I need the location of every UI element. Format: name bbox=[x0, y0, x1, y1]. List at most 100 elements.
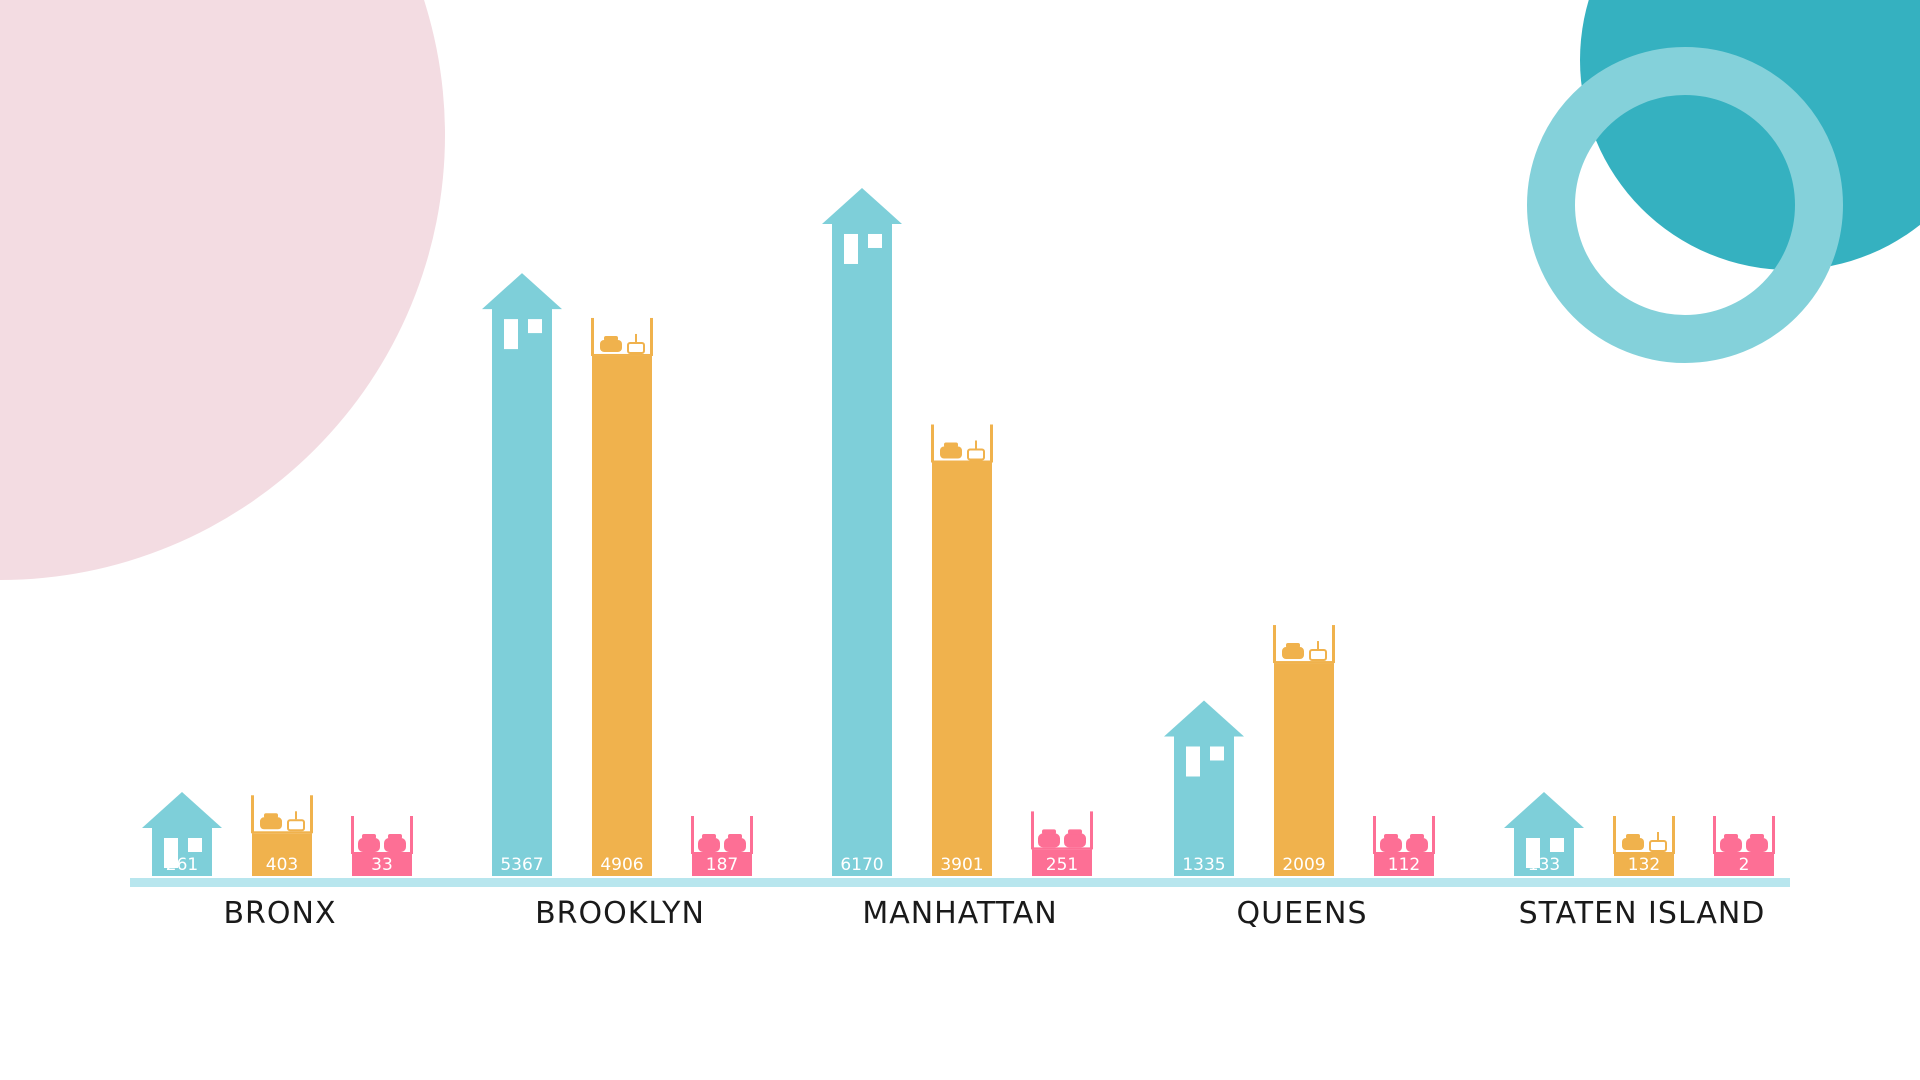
bar bbox=[1374, 854, 1434, 876]
bed-post bbox=[750, 816, 753, 854]
value-label: 2009 bbox=[1282, 855, 1325, 875]
bar-group: 5367 bbox=[482, 273, 562, 876]
category-label: MANHATTAN bbox=[862, 896, 1057, 931]
bar bbox=[1614, 854, 1674, 876]
bed-rail bbox=[692, 852, 752, 854]
window-icon bbox=[844, 233, 858, 264]
nightstand-icon bbox=[627, 341, 645, 354]
window-icon bbox=[504, 319, 518, 350]
pillow-icon bbox=[1410, 834, 1424, 839]
value-label: 2 bbox=[1739, 855, 1750, 875]
value-label: 187 bbox=[706, 855, 738, 875]
bars-layer: 261 403 33 5367 4906 187 6170 3901 251 1335 2009 11… bbox=[142, 187, 1775, 877]
bed-rail bbox=[252, 831, 312, 834]
pillow-icon bbox=[388, 834, 402, 839]
baseline bbox=[130, 878, 1790, 887]
pillow-icon bbox=[702, 834, 716, 839]
pillow-icon bbox=[1720, 838, 1742, 852]
bed-post bbox=[1332, 625, 1335, 664]
pillow-icon bbox=[260, 817, 282, 830]
lamp-icon bbox=[975, 440, 977, 449]
bar-group: 261 bbox=[142, 792, 222, 876]
category-label: QUEENS bbox=[1237, 896, 1368, 931]
bed-post bbox=[1672, 816, 1675, 854]
house-icon bbox=[822, 187, 902, 224]
bar bbox=[1032, 849, 1092, 876]
window-icon bbox=[1526, 838, 1540, 868]
bed-post bbox=[691, 816, 694, 854]
bar-group: 2 bbox=[1713, 816, 1775, 876]
bed-post bbox=[650, 317, 653, 356]
pillow-icon bbox=[264, 813, 278, 819]
pillow-icon bbox=[1042, 829, 1056, 835]
bed-post bbox=[1373, 816, 1376, 854]
pillow-icon bbox=[1038, 833, 1060, 848]
category-label: BROOKLYN bbox=[535, 896, 705, 931]
window-icon bbox=[868, 233, 882, 248]
bed-rail bbox=[352, 852, 412, 854]
window-icon bbox=[164, 838, 178, 868]
bed-post bbox=[990, 424, 993, 463]
pillow-icon bbox=[604, 335, 618, 341]
bar-group: 1335 bbox=[1164, 700, 1244, 876]
bar-group: 2009 bbox=[1273, 625, 1335, 876]
decorations bbox=[0, 0, 1920, 580]
pillow-icon bbox=[384, 838, 406, 852]
bar bbox=[832, 221, 892, 877]
bar-group: 3901 bbox=[931, 424, 993, 876]
bar bbox=[252, 833, 312, 876]
teal-decor-ring bbox=[1527, 47, 1843, 363]
nightstand-icon bbox=[287, 819, 305, 832]
pillow-icon bbox=[1406, 838, 1428, 852]
bar-group: 6170 bbox=[822, 187, 902, 877]
value-label: 4906 bbox=[600, 855, 643, 875]
bar-group: 251 bbox=[1031, 811, 1093, 876]
bed-rail bbox=[1032, 847, 1092, 850]
bed-post bbox=[1432, 816, 1435, 854]
bed-rail bbox=[1274, 661, 1334, 664]
pillow-icon bbox=[1622, 838, 1644, 850]
value-label: 33 bbox=[371, 855, 393, 875]
bed-post bbox=[1090, 811, 1093, 850]
pillow-icon bbox=[940, 446, 962, 459]
value-label: 112 bbox=[1388, 855, 1420, 875]
bar-group: 132 bbox=[1613, 816, 1675, 876]
bar-group: 112 bbox=[1373, 816, 1435, 876]
window-icon bbox=[528, 319, 542, 334]
pillow-icon bbox=[1384, 834, 1398, 839]
lamp-icon bbox=[1317, 641, 1319, 650]
pillow-icon bbox=[1282, 647, 1304, 660]
value-label: 5367 bbox=[500, 855, 543, 875]
pillow-icon bbox=[1746, 838, 1768, 852]
house-icon bbox=[142, 792, 222, 828]
bed-post bbox=[310, 795, 313, 834]
pillow-icon bbox=[1750, 834, 1764, 839]
bar bbox=[932, 462, 992, 876]
pillow-icon bbox=[728, 834, 742, 839]
bar-group: 187 bbox=[691, 816, 753, 876]
value-label: 132 bbox=[1628, 855, 1660, 875]
bar bbox=[692, 854, 752, 876]
window-icon bbox=[1186, 746, 1200, 777]
value-label: 1335 bbox=[1182, 855, 1225, 875]
pillow-icon bbox=[1064, 833, 1086, 848]
bar bbox=[1274, 663, 1334, 876]
pillow-icon bbox=[1380, 838, 1402, 852]
bed-rail bbox=[1374, 852, 1434, 854]
bed-post bbox=[1273, 625, 1276, 664]
bed-post bbox=[1031, 811, 1034, 850]
value-label: 3901 bbox=[940, 855, 983, 875]
pillow-icon bbox=[1626, 834, 1640, 839]
nightstand-icon bbox=[1309, 649, 1327, 662]
bed-rail bbox=[1714, 852, 1774, 854]
category-labels: BRONX BROOKLYN MANHATTAN QUEENS STATEN ISLAN… bbox=[223, 896, 1764, 931]
pillow-icon bbox=[600, 339, 622, 352]
pink-decor-circle bbox=[0, 0, 445, 580]
pillow-icon bbox=[698, 838, 720, 852]
teal-decor-circle bbox=[1580, 0, 1920, 270]
bed-post bbox=[251, 795, 254, 834]
bed-post bbox=[1613, 816, 1616, 854]
value-label: 251 bbox=[1046, 855, 1078, 875]
bed-post bbox=[1713, 816, 1716, 854]
